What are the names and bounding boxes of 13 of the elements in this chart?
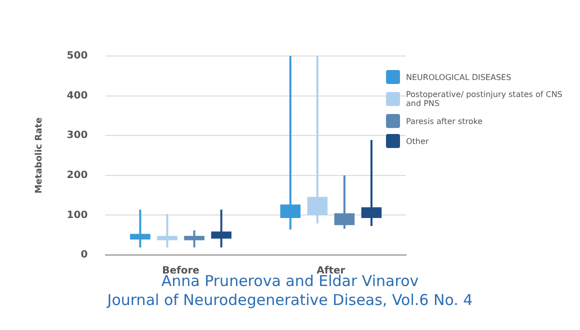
legend-label: Other xyxy=(406,136,429,146)
y-tick-label: 0 xyxy=(80,250,88,261)
y-tick-label: 400 xyxy=(66,90,88,102)
text: Anna Prunerova and Eldar Vinarov xyxy=(160,272,420,291)
y-tick-label: 500 xyxy=(66,50,88,62)
text: Journal of Neurodegenerative Diseas, Vol.6 No. 4 xyxy=(106,291,474,310)
y-tick-label: 200 xyxy=(66,170,88,181)
y-tick-label: 100 xyxy=(66,210,88,221)
legend-label: NEUROLOGICAL DISEASES xyxy=(406,72,512,82)
legend-label: Postoperative/ postinjury states of CNS and PNS xyxy=(406,90,564,108)
legend-label: Paresis after stroke xyxy=(406,116,483,126)
y-tick-label: 300 xyxy=(66,130,88,142)
y-axis-title: Metabolic Rate xyxy=(34,117,45,194)
